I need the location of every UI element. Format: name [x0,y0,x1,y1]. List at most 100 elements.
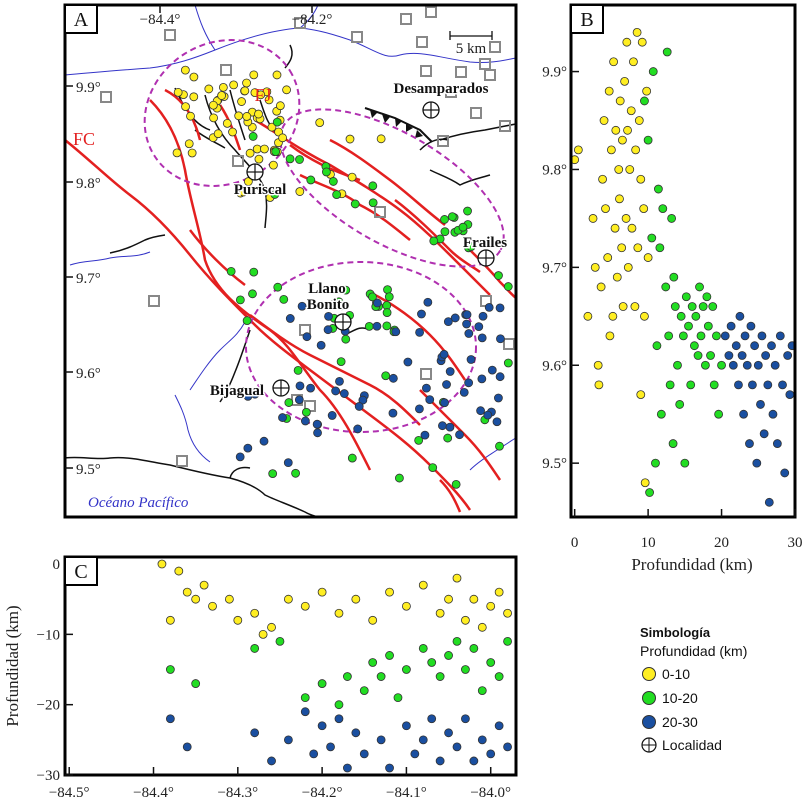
point-b-10-20 [673,360,682,370]
point-b-10-20 [676,311,686,321]
legend-swatch-0-10 [642,667,656,681]
panel-b-lat-tick-label: 9.9° [542,65,567,81]
point-c-20-30 [410,749,420,759]
station-marker [294,17,306,29]
epicenter-0-10 [272,70,282,80]
epicenter-20-30 [354,402,364,411]
point-b-20-30 [720,331,730,341]
point-b-20-30 [763,380,773,390]
point-b-20-30 [726,321,736,331]
point-b-0-10 [583,311,593,321]
legend: Simbología Profundidad (km) 0-10 10-20 2… [640,625,747,753]
point-c-0-10 [385,587,394,597]
point-b-20-30 [750,341,760,351]
point-b-10-20 [684,321,693,331]
point-b-0-10 [627,223,637,233]
point-b-10-20 [686,380,696,390]
epicenter-10-20 [226,266,236,276]
epicenter-10-20 [273,282,283,292]
epicenter-10-20 [350,199,360,209]
point-b-0-10 [604,86,614,96]
panel-c-depth-tick-label: −10 [37,627,60,643]
epicenter-20-30 [323,325,333,335]
epicenter-10-20 [503,282,513,291]
point-b-0-10 [606,145,616,155]
point-b-10-20 [717,360,726,370]
point-c-0-10 [224,594,234,604]
epicenter-20-30 [415,328,424,337]
point-b-10-20 [664,331,674,341]
point-b-0-10 [631,145,641,155]
epicenter-20-30 [487,365,497,375]
point-b-10-20 [680,458,690,468]
point-c-10-20 [486,658,496,667]
point-c-20-30 [283,735,293,745]
point-b-0-10 [601,204,610,214]
point-c-0-10 [477,622,487,632]
station-marker [420,368,432,380]
point-b-10-20 [645,488,654,497]
panel-b-chart: 9.9° 9.8° 9.7° 9.6° 9.5° 0 10 20 30 B Profundida… [542,3,803,574]
point-b-20-30 [756,400,765,409]
cluster-outlines [143,39,505,433]
epicenter-0-10 [184,139,194,149]
point-b-0-10 [623,262,633,272]
thrust-fault [364,107,433,143]
epicenter-20-30 [477,374,487,384]
point-c-0-10 [199,580,209,590]
point-b-0-10 [603,253,613,262]
epicenter-10-20 [368,181,378,191]
point-b-10-20 [698,302,708,311]
point-c-0-10 [469,594,479,604]
panel-b-lat-tick-label: 9.6° [542,358,567,374]
epicenter-10-20 [293,365,303,375]
epicenter-0-10 [295,187,305,196]
panel-c-lon-tick-label: −84.4° [133,785,174,801]
epicenter-20-30 [464,329,474,338]
panel-b-lat-tick-label: 9.7° [542,260,567,276]
point-b-0-10 [573,145,583,155]
point-b-0-10 [609,57,618,67]
epicenter-0-10 [267,122,277,132]
point-c-20-30 [461,714,470,724]
panel-b-depth-tick-label: 20 [714,535,729,551]
epicenter-10-20 [332,190,342,200]
epicenter-20-30 [259,436,269,446]
locality-marker-llano-bonito [334,313,352,331]
panel-a-lat-ticks: 9.9° 9.8° 9.7° 9.6° 9.5° [65,80,101,478]
epicenter-20-30 [324,311,333,321]
epicenter-0-10 [264,95,274,105]
localities [246,101,495,397]
station-marker [455,66,467,78]
point-c-20-30 [317,721,327,731]
point-b-0-10 [593,360,603,370]
epicenter-20-30 [327,411,337,420]
epicenter-20-30 [297,301,307,311]
epicenter-10-20 [428,463,438,473]
place-label-bonito: Bonito [307,297,350,313]
point-b-0-10 [594,380,604,390]
point-b-10-20 [712,331,721,341]
epicenter-0-10 [172,148,182,158]
epicenter-0-10 [228,127,237,137]
epicenter-20-30 [443,317,453,327]
station-marker [232,155,244,167]
epicenter-20-30 [464,378,474,388]
point-c-20-30 [334,714,344,724]
lat-tick-label: 9.8° [76,176,101,192]
point-b-0-10 [636,174,646,184]
panel-a-lon-ticks: −84.4° −84.2° [140,5,332,28]
epicenter-10-20 [328,177,338,186]
epicenter-20-30 [415,404,424,414]
legend-subtitle: Profundidad (km) [640,643,747,659]
station-marker [499,120,511,132]
epicenter-0-10 [242,78,251,88]
station-marker [374,206,386,218]
point-c-20-30 [444,728,453,738]
point-c-20-30 [427,714,437,724]
point-b-0-10 [598,174,607,184]
epicenter-10-20 [268,469,278,479]
epicenter-0-10 [213,129,223,139]
locality-marker-frailes [477,249,495,267]
